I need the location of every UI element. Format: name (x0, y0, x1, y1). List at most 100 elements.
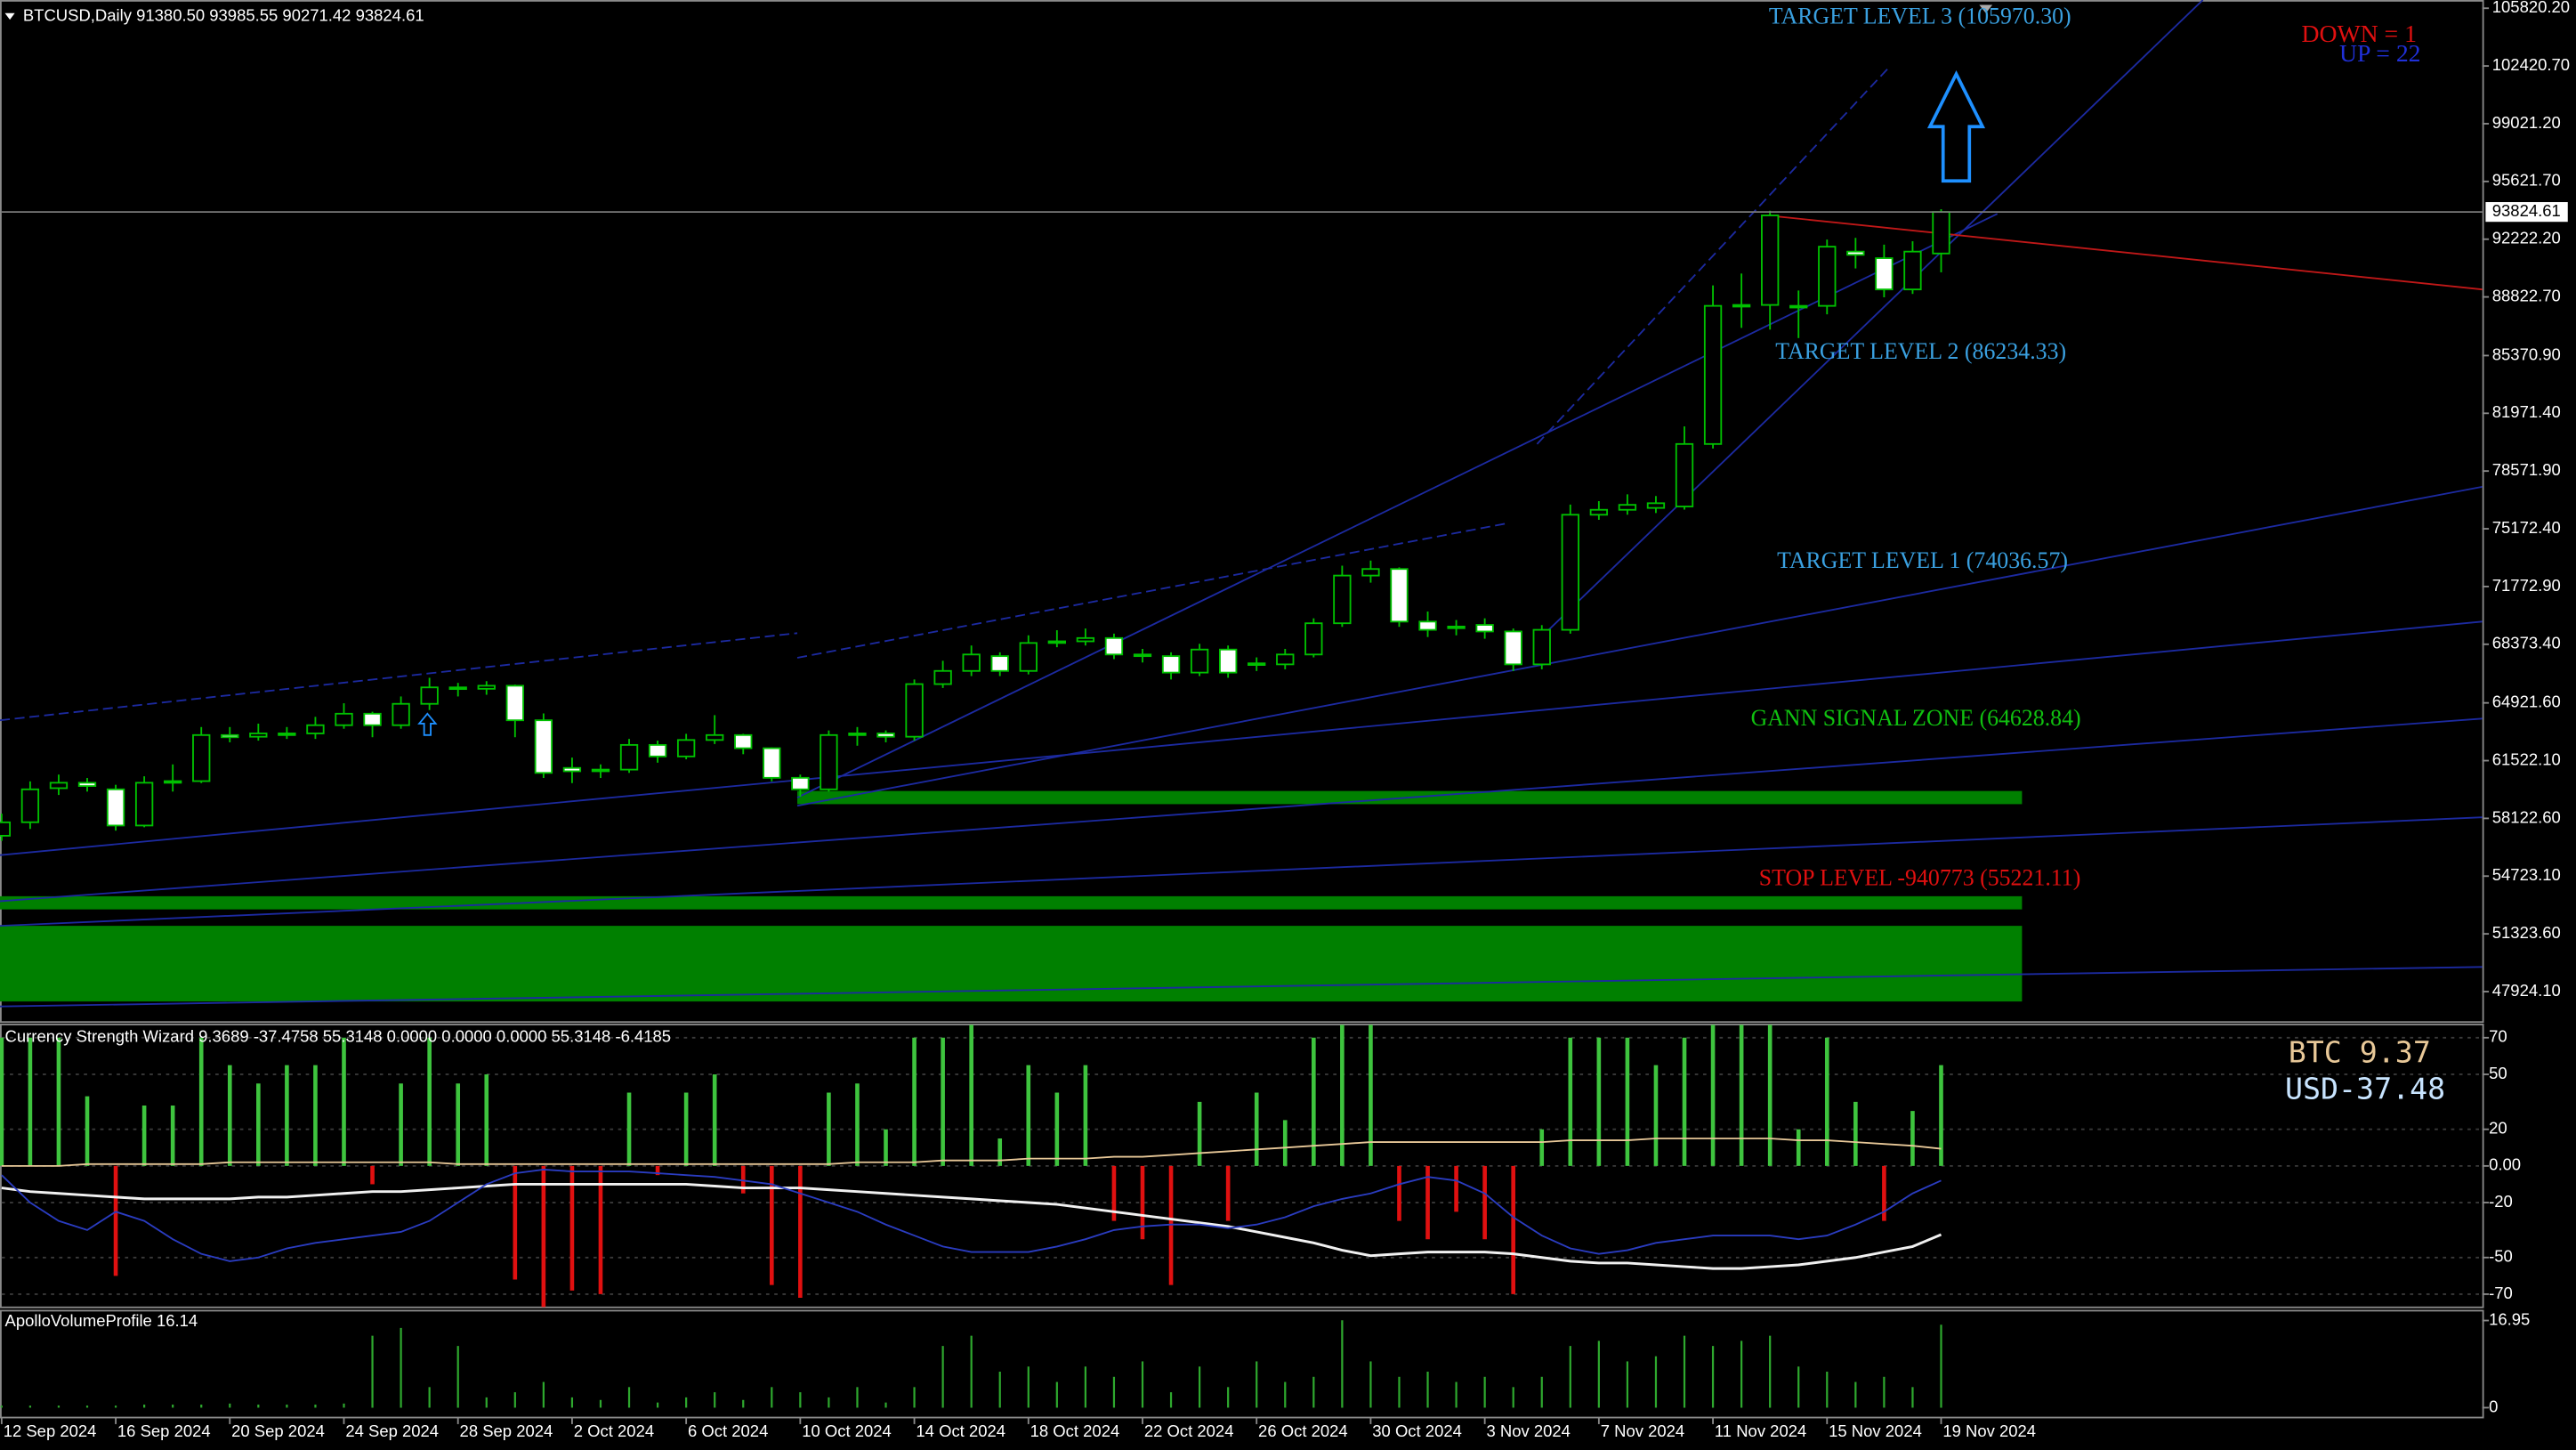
stop-zone (0, 895, 2023, 910)
y-tick-label: 75172.40 (2492, 518, 2561, 537)
candle-body (0, 821, 12, 837)
x-tick-label: 3 Nov 2024 (1486, 1422, 1570, 1440)
candle-body (363, 712, 382, 726)
main-frame (0, 0, 2484, 1024)
y-tick-label: 51323.60 (2492, 923, 2561, 942)
candle-body (221, 733, 239, 739)
x-tick-label: 10 Oct 2024 (802, 1422, 892, 1440)
candle-body (1504, 630, 1522, 666)
y-tick-label: 105820.20 (2492, 0, 2570, 16)
candle-body (1190, 648, 1209, 674)
candle-body (134, 782, 154, 827)
candle-body (1789, 304, 1808, 309)
y-tick-label: 61522.10 (2492, 749, 2561, 768)
candle-body (420, 686, 439, 705)
x-tick-label: 24 Sep 2024 (345, 1422, 439, 1440)
trend-line (0, 816, 2483, 928)
shift-marker (1979, 4, 1993, 13)
y-tick-label: 95621.70 (2492, 171, 2561, 190)
y-tick-label: 16.95 (2489, 1309, 2530, 1328)
candle-body (1104, 636, 1124, 656)
candle-body (990, 655, 1009, 672)
trend-lines (0, 0, 2483, 1008)
y-tick-label: 47924.10 (2492, 981, 2561, 1000)
x-tick-label: 26 Oct 2024 (1258, 1422, 1348, 1440)
candle-body (1618, 504, 1637, 511)
x-tick-label: 7 Nov 2024 (1601, 1422, 1684, 1440)
candle-body (1447, 625, 1466, 629)
candle-body (1675, 442, 1694, 507)
y-tick-label: 102420.70 (2492, 55, 2570, 74)
x-tick-label: 22 Oct 2024 (1144, 1422, 1234, 1440)
candle-body (791, 776, 810, 790)
trend-line (1544, 0, 2204, 634)
candle-body (1875, 257, 1894, 291)
signal-arrow (417, 712, 438, 736)
candle-body (249, 733, 268, 738)
x-tick-label: 19 Nov 2024 (1942, 1422, 2036, 1440)
x-tick-label: 28 Sep 2024 (460, 1422, 553, 1440)
y-tick-label: 0.00 (2489, 1155, 2521, 1174)
support-zone (0, 926, 2023, 1002)
y-tick-label: 50 (2489, 1064, 2507, 1082)
candle-body (619, 743, 639, 771)
candle-body (1818, 246, 1837, 307)
y-tick-label: 92222.20 (2492, 229, 2561, 247)
candle-body (648, 743, 667, 757)
candle-body (1248, 662, 1266, 667)
strength-line (1, 1182, 1942, 1270)
candle-body (448, 686, 467, 691)
y-tick-label: 81971.40 (2492, 402, 2561, 421)
x-tick-label: 15 Nov 2024 (1829, 1422, 1922, 1440)
annotation: TARGET LEVEL 2 (86234.33) (1775, 338, 2066, 364)
candle-body (1390, 568, 1409, 623)
trend-line (0, 632, 798, 722)
resistance-line (1766, 215, 2483, 291)
candle-body (962, 653, 981, 672)
candle-body (392, 702, 410, 726)
candle-body (1304, 622, 1323, 656)
candle-body (820, 733, 838, 790)
y-tick-label: 64921.60 (2492, 693, 2561, 711)
candle-body (1646, 502, 1666, 509)
annotation: DOWN = 1 (2301, 20, 2417, 47)
candle-body (876, 733, 895, 738)
candle-body (1161, 655, 1181, 674)
candle-body (933, 669, 952, 685)
x-tick-label: 14 Oct 2024 (916, 1422, 1005, 1440)
candle-body (1589, 508, 1609, 516)
x-tick-label: 20 Sep 2024 (231, 1422, 325, 1440)
y-tick-label: 78571.90 (2492, 460, 2561, 479)
annotation: GANN SIGNAL ZONE (64628.84) (1751, 705, 2081, 731)
currency-label: BTC 9.37 (2289, 1035, 2431, 1070)
trend-line (0, 620, 2483, 856)
candle-body (1703, 304, 1723, 445)
candle-body (1019, 642, 1038, 672)
strength-line (1, 1138, 1942, 1167)
candle-body (1561, 514, 1579, 631)
candle-body (1133, 653, 1152, 658)
y-tick-label: 54723.10 (2492, 865, 2561, 884)
candle-body (477, 684, 496, 690)
candle-body (1732, 304, 1751, 308)
candle-body (1218, 648, 1238, 674)
candle-body (278, 733, 296, 736)
annotation: TARGET LEVEL 1 (74036.57) (1777, 547, 2068, 573)
candle-body (505, 684, 524, 722)
volume-title: ApolloVolumeProfile 16.14 (5, 1311, 198, 1330)
candle-body (848, 733, 867, 736)
candle-body (706, 733, 724, 741)
candle-body (49, 782, 69, 790)
annotation: UP = 22 (2339, 39, 2421, 67)
last-price-label: 93824.61 (2492, 201, 2561, 220)
y-tick-label: 85370.90 (2492, 344, 2561, 363)
candle-body (192, 733, 211, 782)
trend-line (0, 966, 2483, 1008)
y-tick-label: -50 (2489, 1247, 2513, 1266)
candle-body (676, 739, 696, 757)
candle-body (763, 747, 781, 779)
y-tick-label: 20 (2489, 1119, 2507, 1138)
